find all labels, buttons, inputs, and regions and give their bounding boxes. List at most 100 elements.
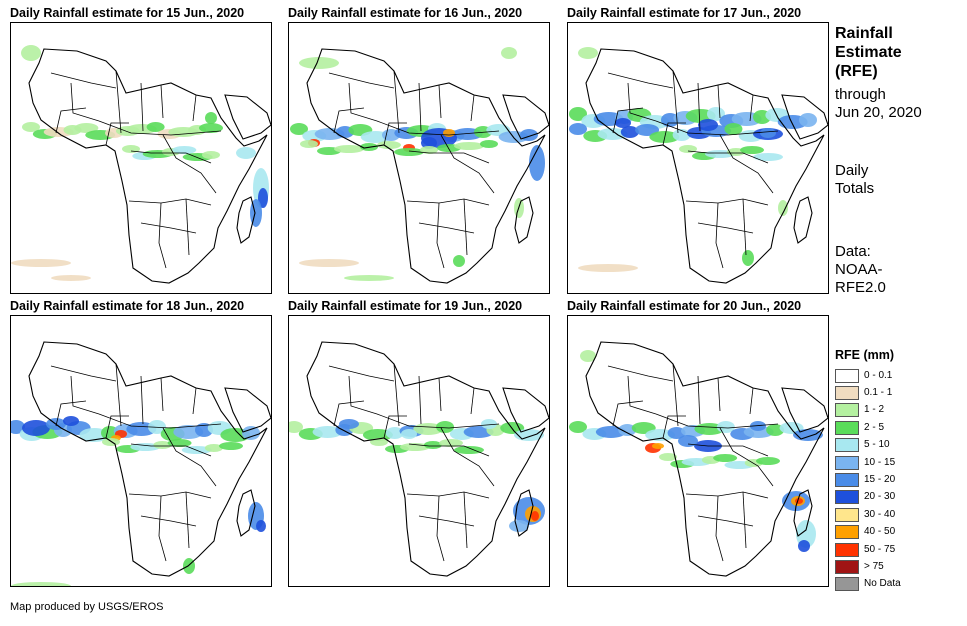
country-border	[70, 82, 100, 122]
map-panel-title: Daily Rainfall estimate for 19 Jun., 202…	[288, 299, 523, 313]
rainfall-area	[679, 145, 697, 153]
country-border	[436, 202, 445, 269]
rainfall-area	[421, 137, 437, 149]
madagascar-coastline	[236, 489, 256, 537]
legend-swatch	[835, 507, 859, 522]
country-border	[55, 107, 87, 134]
legend-swatch	[835, 438, 859, 453]
country-border	[328, 72, 395, 89]
country-border	[348, 82, 378, 122]
rainfall-layer	[11, 416, 266, 586]
rainfall-area	[146, 122, 165, 132]
rainfall-area	[51, 275, 91, 281]
country-border	[128, 198, 212, 206]
country-border	[50, 72, 117, 89]
country-border	[655, 120, 779, 136]
rainfall-area	[620, 126, 639, 138]
rainfall-area	[205, 112, 217, 124]
country-border	[128, 491, 212, 499]
madagascar-coastline	[236, 196, 256, 244]
rainfall-area	[766, 424, 785, 436]
legend-item: 10 - 15	[835, 454, 955, 471]
legend-rows: 0 - 0.1 0.1 - 1 1 - 2 2 - 5 5 - 10 10 - 15 15 …	[835, 367, 955, 593]
map-panel-title: Daily Rainfall estimate for 15 Jun., 202…	[10, 6, 245, 20]
rainfall-area	[480, 140, 498, 148]
rainfall-area	[258, 188, 268, 208]
rainfall-area	[74, 123, 99, 133]
side-data-line: Data:	[835, 243, 871, 260]
legend-label: 15 - 20	[864, 474, 896, 486]
country-border	[140, 375, 144, 425]
rainfall-area	[339, 419, 359, 429]
country-border	[627, 82, 657, 122]
legend-label: 50 - 75	[864, 543, 896, 555]
arabia-coastline	[224, 94, 271, 140]
rainfall-area	[694, 423, 725, 435]
map-frame	[567, 22, 829, 294]
legend-swatch	[835, 542, 859, 557]
rainfall-area	[219, 442, 243, 450]
rainfall-area	[202, 151, 220, 159]
country-border	[719, 134, 774, 194]
country-border	[140, 82, 144, 132]
side-subtitle-line: Jun 20, 2020	[835, 104, 922, 121]
arabia-coastline	[781, 94, 828, 140]
rainfall-layer	[569, 350, 823, 552]
legend-item: 15 - 20	[835, 471, 955, 488]
side-title-line: Estimate	[835, 44, 902, 61]
country-border	[406, 491, 490, 499]
map-frame	[567, 315, 829, 587]
country-border	[406, 198, 490, 206]
country-border	[383, 122, 407, 146]
country-border	[627, 375, 657, 415]
rainfall-area	[520, 129, 538, 141]
country-border	[333, 400, 365, 427]
country-border	[687, 443, 769, 457]
country-border	[749, 94, 754, 122]
legend-item: 0.1 - 1	[835, 384, 955, 401]
rainfall-area	[385, 427, 404, 439]
rainfall-area	[289, 421, 303, 433]
rainfall-area	[795, 498, 803, 504]
legend-item: 1 - 2	[835, 402, 955, 419]
madagascar-coastline	[514, 196, 534, 244]
country-border	[185, 198, 190, 256]
side-daily-totals: Daily Totals	[835, 162, 874, 198]
legend-label: 0 - 0.1	[864, 369, 893, 381]
map-frame	[288, 315, 550, 587]
legend-swatch	[835, 525, 859, 540]
legend-swatch	[835, 386, 859, 401]
country-border	[742, 198, 747, 256]
country-border	[697, 82, 701, 132]
country-border	[715, 202, 724, 269]
legend-item: No Data	[835, 576, 955, 593]
country-border	[440, 134, 495, 194]
map-panel-title: Daily Rainfall estimate for 16 Jun., 202…	[288, 6, 523, 20]
map-panel-title: Daily Rainfall estimate for 18 Jun., 202…	[10, 299, 245, 313]
rainfall-area	[578, 264, 638, 272]
map-frame	[10, 315, 272, 587]
rainfall-area	[413, 423, 444, 435]
africa-coastline	[585, 341, 825, 577]
rainfall-area	[454, 142, 484, 150]
rainfall-area	[63, 416, 79, 426]
rainfall-area	[678, 435, 698, 447]
legend-label: 1 - 2	[864, 404, 885, 416]
rainfall-area	[481, 419, 497, 429]
country-border	[160, 377, 164, 412]
rainfall-area	[312, 426, 343, 438]
map-panel-title: Daily Rainfall estimate for 17 Jun., 202…	[567, 6, 802, 20]
rainfall-area	[299, 57, 339, 69]
rainfall-area	[22, 122, 40, 132]
africa-coastline	[306, 341, 546, 577]
rainfall-area	[256, 520, 266, 532]
rainfall-area	[569, 107, 587, 121]
arabia-coastline	[502, 387, 549, 433]
legend: RFE (mm) 0 - 0.1 0.1 - 1 1 - 2 2 - 5 5 - 10 1…	[835, 347, 955, 593]
rainfall-area	[652, 443, 664, 449]
rainfall-area	[377, 141, 401, 149]
rainfall-area	[401, 429, 417, 439]
rainfall-layer	[289, 419, 545, 532]
rainfall-map	[290, 47, 549, 284]
rainfall-area	[724, 123, 743, 135]
